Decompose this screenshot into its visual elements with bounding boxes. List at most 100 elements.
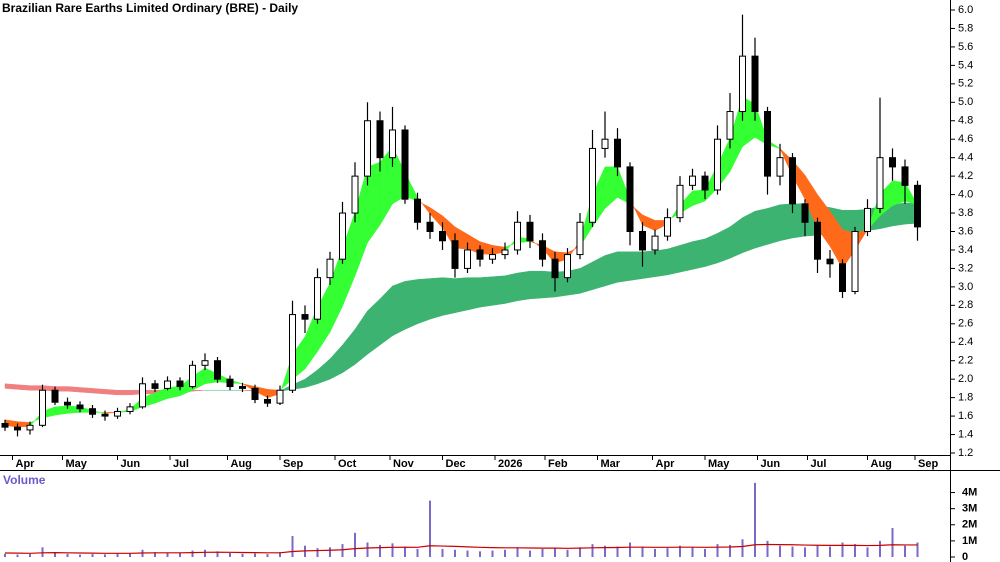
- x-tick-label: Aug: [871, 458, 892, 470]
- candle-body: [101, 413, 109, 417]
- candle-body: [364, 120, 371, 177]
- y-tick-label: 2.0: [958, 373, 973, 385]
- volume-bar: [766, 540, 769, 557]
- y-tick-label: 5.0: [958, 96, 973, 108]
- volume-bar: [779, 545, 781, 557]
- candle-body: [39, 389, 46, 426]
- volume-bar: [254, 553, 256, 557]
- volume-bar: [404, 546, 406, 557]
- ribbon-segment: [654, 248, 668, 278]
- volume-bar: [841, 542, 844, 557]
- y-tick-label: 4.6: [958, 133, 973, 145]
- volume-bar: [504, 549, 506, 557]
- y-tick-label: 3.4: [958, 244, 973, 256]
- y-tick-label: 2.2: [958, 355, 973, 367]
- candle-body: [551, 258, 559, 279]
- x-tick-label: Jul: [811, 458, 827, 470]
- candle-body: [701, 175, 709, 191]
- candle-body: [889, 157, 896, 168]
- volume-bar: [904, 545, 906, 557]
- volume-bar: [191, 550, 194, 557]
- candle-body: [539, 240, 546, 260]
- y-tick-label: 4.2: [958, 170, 973, 182]
- candle-body: [239, 386, 246, 389]
- volume-bar: [29, 554, 31, 557]
- volume-bar: [291, 536, 294, 557]
- ribbon-segment: [417, 278, 431, 325]
- candle-body: [689, 175, 696, 186]
- volume-bar: [854, 544, 856, 557]
- volume-bar: [279, 552, 281, 557]
- candle-body: [76, 404, 84, 410]
- volume-bar: [204, 549, 206, 557]
- y-tick-label: 6.0: [958, 4, 973, 16]
- candle-body: [639, 231, 646, 251]
- volume-bar: [579, 547, 581, 557]
- volume-bar: [691, 547, 694, 557]
- x-tick-label: Apr: [656, 458, 676, 470]
- volume-bar: [666, 548, 669, 557]
- volume-bar: [54, 552, 56, 557]
- y-tick-label: 4.0: [958, 188, 973, 200]
- x-tick-label: Jun: [761, 458, 781, 470]
- candle-body: [764, 111, 771, 177]
- volume-bar: [316, 548, 319, 557]
- candle-body: [851, 231, 859, 292]
- candle-body: [914, 184, 921, 228]
- candle-body: [526, 221, 534, 242]
- ribbon-segment: [642, 250, 656, 279]
- volume-bar: [866, 547, 869, 557]
- ribbon-segment: [442, 277, 456, 316]
- candle-body: [876, 157, 884, 209]
- volume-bar: [329, 547, 331, 557]
- y-tick-label: 4M: [962, 486, 977, 498]
- y-tick-label: 2.6: [958, 318, 973, 330]
- ribbon-segment: [54, 405, 68, 416]
- ribbon-segment: [717, 226, 731, 264]
- y-tick-label: 3.8: [958, 207, 973, 219]
- x-tick-label: Oct: [338, 458, 357, 470]
- volume-bar: [466, 550, 469, 557]
- candle-body: [401, 129, 409, 200]
- ribbon-segment: [704, 232, 718, 267]
- candle-body: [339, 212, 346, 260]
- volume-bar: [541, 548, 544, 557]
- ribbon-segment: [692, 238, 706, 270]
- volume-bar: [241, 553, 244, 557]
- volume-bar: [879, 540, 881, 557]
- volume-bar: [529, 550, 531, 557]
- candle-body: [776, 157, 784, 177]
- y-tick-label: 4.4: [958, 152, 973, 164]
- candle-body: [451, 240, 459, 269]
- volume-bar: [116, 553, 119, 557]
- volume-bar: [66, 553, 69, 557]
- y-tick-label: 2M: [962, 519, 977, 531]
- candle-body: [426, 221, 434, 232]
- candle-body: [276, 389, 284, 404]
- candle-body: [864, 207, 871, 232]
- volume-bar: [16, 554, 19, 557]
- y-tick-label: 3.6: [958, 225, 973, 237]
- ribbon-segment: [117, 389, 131, 396]
- ribbon-segment: [67, 386, 81, 393]
- ribbon-segment: [504, 272, 518, 304]
- candle-body: [264, 398, 271, 404]
- candle-body: [901, 166, 909, 186]
- volume-bar: [679, 545, 681, 557]
- x-tick-label: May: [708, 458, 730, 470]
- ribbon-segment: [79, 387, 93, 394]
- ribbon-segment: [679, 241, 693, 273]
- ribbon-segment: [529, 270, 543, 300]
- volume-bar: [754, 482, 756, 557]
- volume-bar: [429, 500, 431, 557]
- candle-body: [564, 254, 571, 279]
- chart-title: Brazilian Rare Earths Limited Ordinary (…: [2, 1, 298, 15]
- volume-bar: [654, 548, 656, 557]
- volume-bar: [229, 552, 231, 557]
- candle-body: [839, 263, 846, 292]
- y-tick-label: 3.0: [958, 281, 973, 293]
- candle-body: [51, 389, 59, 403]
- candle-body: [651, 235, 659, 251]
- volume-bar: [716, 544, 719, 557]
- candle-body: [326, 258, 334, 279]
